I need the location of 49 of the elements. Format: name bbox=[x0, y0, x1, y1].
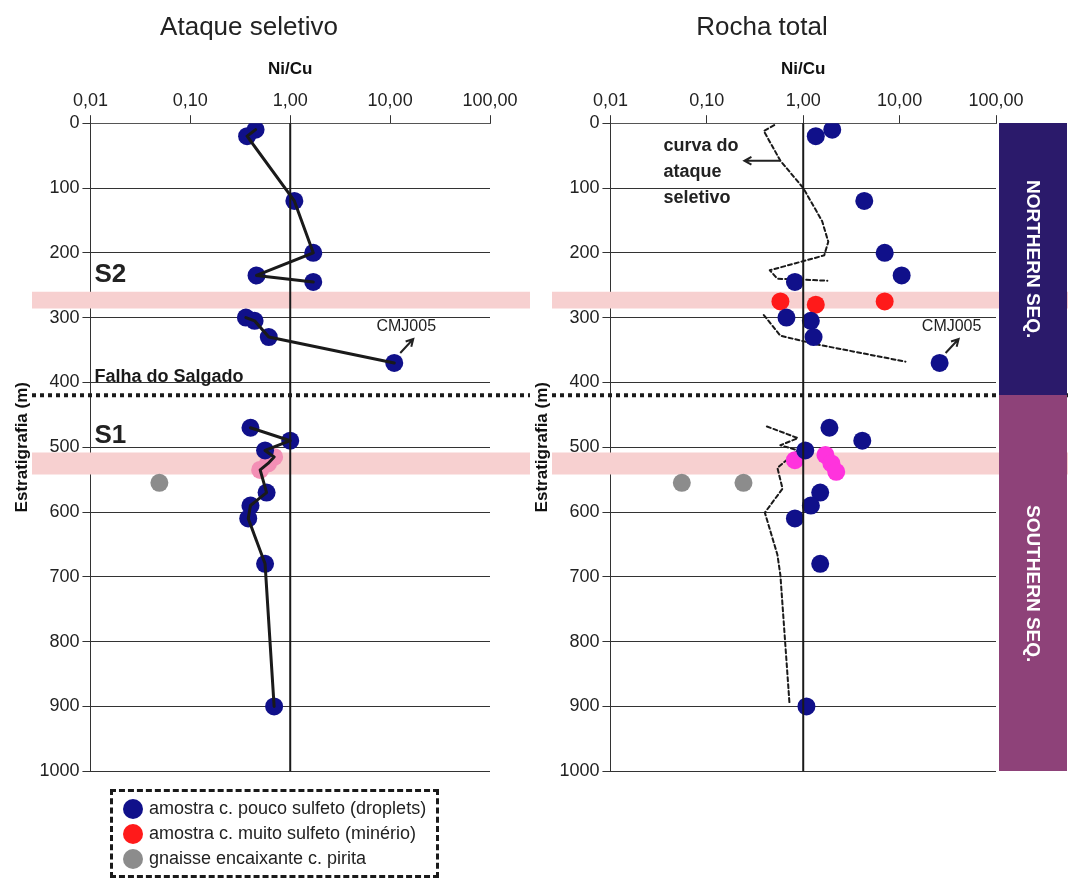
x-tick-label: 10,00 bbox=[367, 90, 413, 111]
y-tick-label: 100 bbox=[569, 176, 600, 197]
y-tick-label: 100 bbox=[49, 176, 80, 197]
y-axis-title: Estratigrafia (m) bbox=[11, 382, 31, 513]
x-tick-label: 1,00 bbox=[272, 90, 308, 111]
x-axis-title: Ni/Cu bbox=[781, 59, 826, 79]
y-tick-label: 200 bbox=[569, 241, 600, 262]
y-tick-label: 200 bbox=[49, 241, 80, 262]
y-tick-label: 900 bbox=[49, 695, 80, 716]
y-tick-label: 800 bbox=[569, 630, 600, 651]
y-tick-label: 400 bbox=[569, 371, 600, 392]
sequence-box: NORTHERN SEQ. bbox=[999, 123, 1067, 396]
x-tick-label: 100,00 bbox=[462, 90, 518, 111]
x-tick-label: 10,00 bbox=[877, 90, 923, 111]
y-tick-label: 800 bbox=[49, 630, 80, 651]
x-tick-label: 0,01 bbox=[72, 90, 108, 111]
sequence-box: SOUTHERN SEQ. bbox=[999, 395, 1067, 772]
annotation: CMJ005 bbox=[921, 317, 982, 335]
annotation: curva do ataque seletivo bbox=[663, 134, 739, 207]
x-axis-title: Ni/Cu bbox=[268, 59, 313, 79]
x-tick-label: 1,00 bbox=[785, 90, 821, 111]
y-tick-label: 500 bbox=[49, 436, 80, 457]
y-tick-label: 0 bbox=[69, 112, 80, 133]
y-tick-label: 400 bbox=[49, 371, 80, 392]
y-tick-label: 300 bbox=[569, 306, 600, 327]
ref-line-label: Falha do Salgado bbox=[94, 366, 244, 387]
y-tick-label: 700 bbox=[569, 565, 600, 586]
x-tick-label: 0,10 bbox=[172, 90, 208, 111]
annotation: S2 bbox=[94, 257, 127, 288]
annotation: CMJ005 bbox=[376, 317, 437, 335]
legend-label: amostra c. muito sulfeto (minério) bbox=[149, 823, 417, 844]
chart-title: Ataque seletivo bbox=[160, 10, 338, 41]
y-tick-label: 300 bbox=[49, 306, 80, 327]
x-tick-label: 0,10 bbox=[689, 90, 725, 111]
y-tick-label: 1000 bbox=[39, 760, 80, 781]
legend-label: amostra c. pouco sulfeto (droplets) bbox=[149, 798, 427, 819]
y-axis-title: Estratigrafia (m) bbox=[531, 382, 551, 513]
y-tick-label: 0 bbox=[589, 112, 600, 133]
chart-title: Rocha total bbox=[696, 10, 828, 41]
annotation: S1 bbox=[94, 418, 127, 449]
x-tick-label: 100,00 bbox=[968, 90, 1024, 111]
y-tick-label: 1000 bbox=[559, 760, 600, 781]
x-tick-label: 0,01 bbox=[592, 90, 628, 111]
y-tick-label: 900 bbox=[569, 695, 600, 716]
legend-label: gnaisse encaixante c. pirita bbox=[149, 848, 367, 869]
y-tick-label: 500 bbox=[569, 436, 600, 457]
y-tick-label: 600 bbox=[49, 500, 80, 521]
y-tick-label: 600 bbox=[569, 500, 600, 521]
y-tick-label: 700 bbox=[49, 565, 80, 586]
